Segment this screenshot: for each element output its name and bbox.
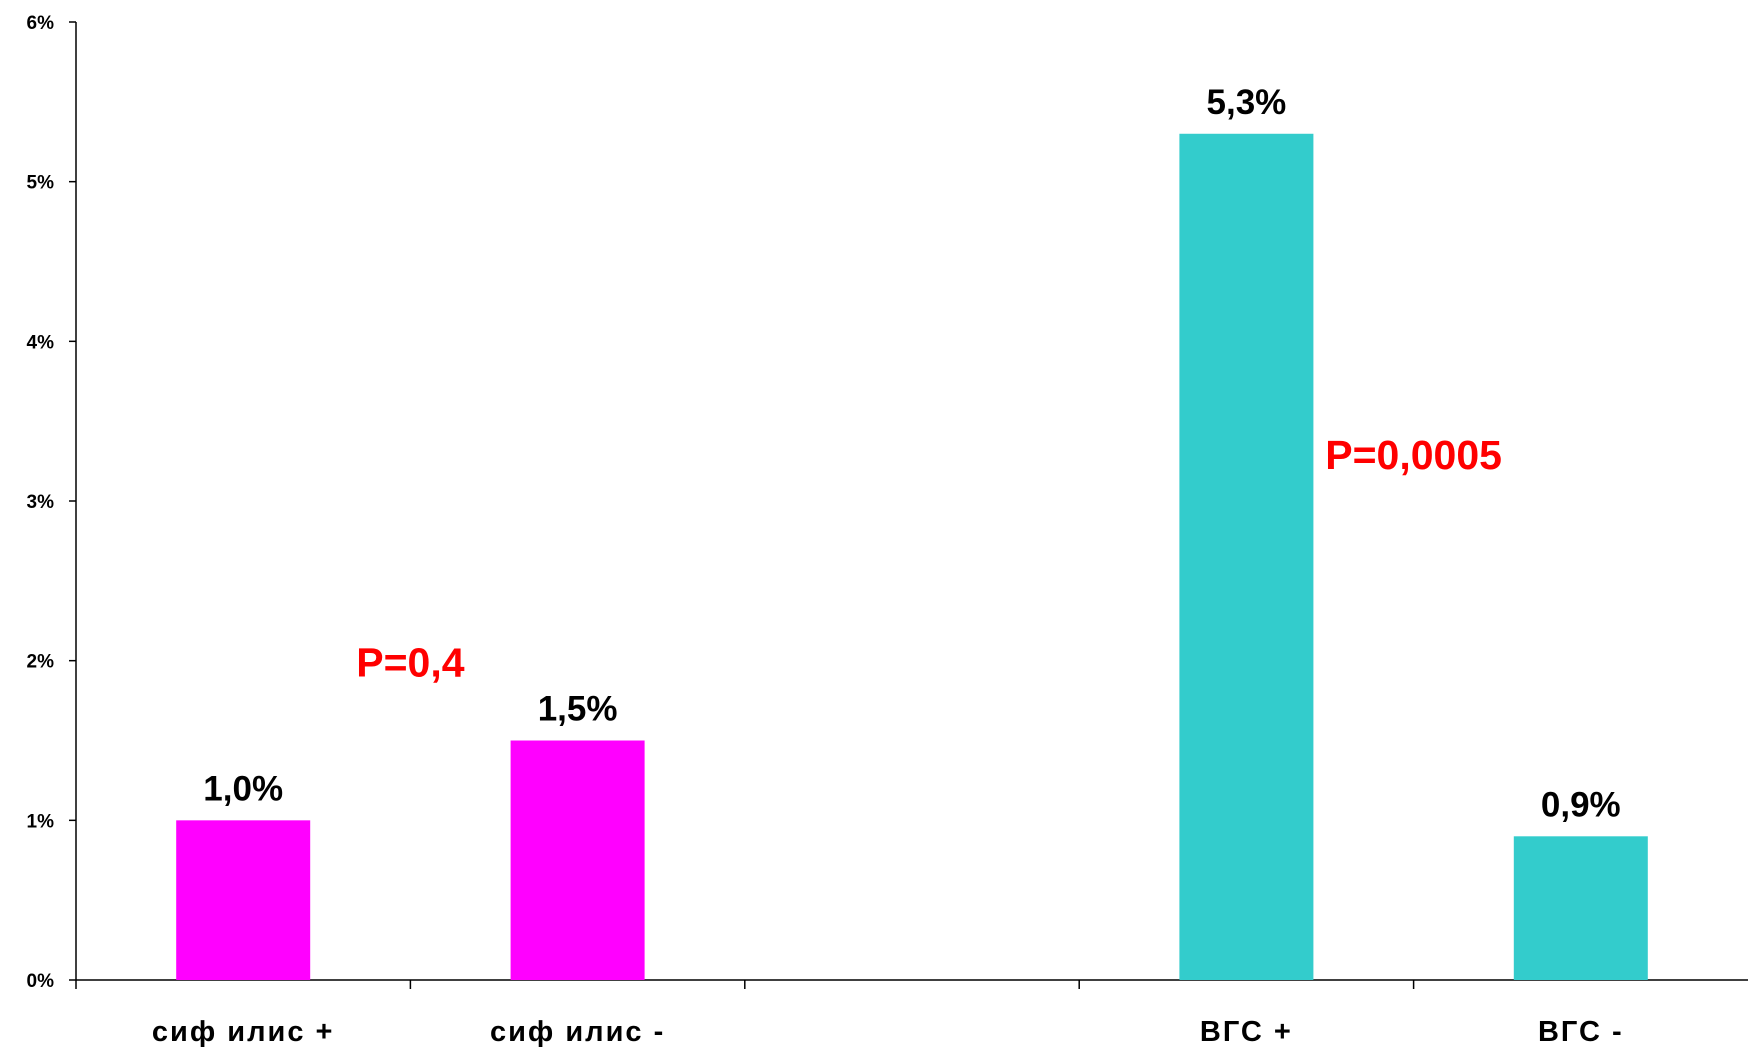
y-tick-label: 4% [27, 332, 55, 353]
data-label: 5,3% [1207, 83, 1287, 122]
axes: 0% 1% 2% 3% 4% 5% 6% [27, 13, 1748, 992]
p-value-annotation: P=0,4 [356, 640, 464, 686]
y-tick-label: 5% [27, 173, 55, 194]
bar [1179, 133, 1314, 980]
y-tick-label: 1% [27, 811, 55, 832]
category-label: сиф илис + [152, 1016, 335, 1048]
bar [176, 820, 311, 980]
category-label: ВГС + [1200, 1016, 1293, 1048]
category-label: сиф илис - [490, 1016, 665, 1048]
bar [1513, 836, 1648, 980]
y-tick-label: 3% [27, 492, 55, 513]
data-label: 0,9% [1541, 785, 1621, 824]
labels: 1,0% сиф илис + 1,5% сиф илис - 5,3% ВГС + 0,9… [152, 83, 1624, 1048]
y-tick-label: 6% [27, 13, 55, 34]
y-tick-label: 0% [27, 971, 55, 992]
bar [510, 740, 645, 980]
category-label: ВГС - [1538, 1016, 1624, 1048]
data-label: 1,5% [538, 690, 618, 729]
data-label: 1,0% [203, 769, 283, 808]
bars [176, 133, 1648, 980]
y-tick-label: 2% [27, 652, 55, 673]
p-value-annotation: P=0,0005 [1325, 432, 1502, 478]
